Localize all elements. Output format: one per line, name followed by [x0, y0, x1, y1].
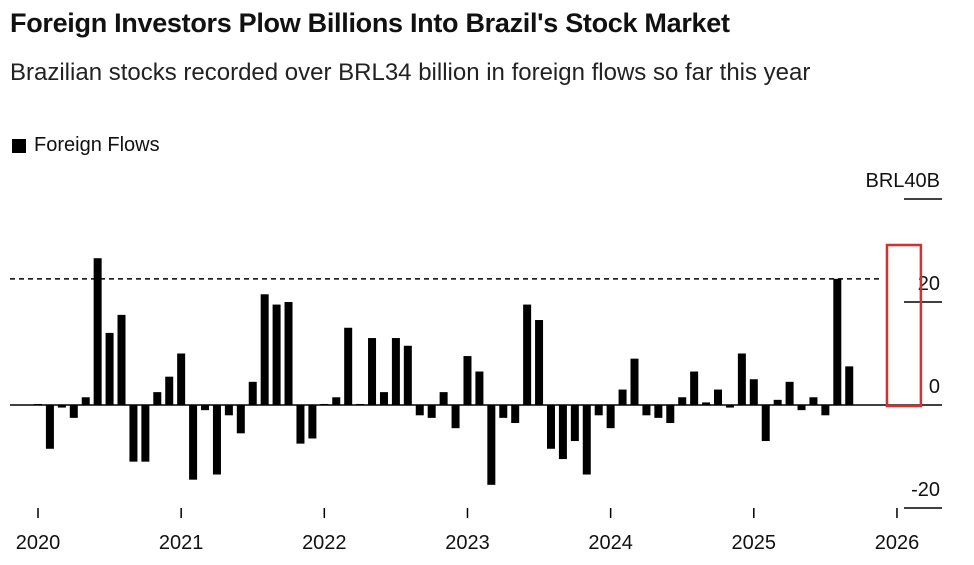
bar: [654, 405, 663, 418]
x-tick-label: 2024: [588, 532, 633, 554]
bar: [379, 392, 388, 405]
bar: [737, 353, 746, 405]
bar: [320, 403, 329, 405]
bar: [356, 403, 365, 405]
bar: [523, 304, 532, 405]
bar: [618, 389, 627, 405]
bar: [570, 405, 579, 442]
bar: [212, 405, 221, 475]
y-tick-label: 0: [929, 376, 940, 398]
chart-title: Foreign Investors Plow Billions Into Bra…: [10, 8, 730, 38]
bar: [785, 381, 794, 405]
bar: [117, 314, 126, 405]
x-tick-label: 2021: [159, 532, 204, 554]
bar: [845, 366, 854, 405]
bar: [129, 405, 138, 462]
bar: [463, 356, 472, 405]
bar: [582, 405, 591, 475]
bar: [165, 376, 174, 405]
bar: [34, 403, 42, 405]
legend-swatch: [12, 138, 26, 153]
legend: Foreign Flows: [12, 134, 160, 157]
bar: [511, 405, 520, 424]
bar: [248, 381, 257, 405]
bar: [177, 353, 186, 405]
bar: [546, 405, 555, 449]
bar: [81, 397, 90, 405]
bar: [666, 405, 675, 424]
bar: [45, 405, 54, 449]
y-tick-label: -20: [911, 479, 940, 501]
bar: [725, 405, 734, 408]
bar: [606, 405, 615, 429]
legend-label: Foreign Flows: [34, 134, 160, 156]
bar: [105, 332, 114, 405]
bar: [427, 405, 436, 418]
x-tick-label: 2022: [302, 532, 347, 554]
bar: [415, 405, 424, 416]
y-tick-label: 20: [918, 273, 940, 295]
bar: [690, 371, 699, 405]
bar: [797, 405, 806, 411]
bar: [714, 389, 723, 405]
y-tick-label: BRL40B: [866, 170, 941, 192]
bar: [451, 405, 460, 429]
bar: [332, 397, 341, 405]
bar: [558, 405, 567, 460]
bar: [260, 294, 269, 405]
bar: [702, 402, 711, 405]
bar: [678, 397, 687, 405]
bar: [391, 338, 400, 405]
bar: [499, 405, 508, 418]
bar: [475, 371, 484, 405]
bar: [749, 379, 758, 405]
chart-subtitle: Brazilian stocks recorded over BRL34 bil…: [10, 59, 811, 86]
bar: [284, 302, 293, 405]
bar: [69, 405, 78, 418]
bar: [93, 258, 102, 405]
bar: [296, 405, 305, 444]
bar: [594, 405, 603, 416]
bar: [224, 405, 233, 416]
bar: [439, 392, 448, 405]
bar: [773, 399, 782, 405]
bar: [487, 405, 496, 485]
bar: [308, 405, 317, 439]
bar: [153, 392, 162, 405]
x-tick-label: 2020: [16, 532, 61, 554]
bar: [535, 320, 544, 405]
bar: [368, 338, 377, 405]
x-tick-label: 2026: [875, 532, 920, 554]
bar: [821, 405, 830, 416]
bar: [272, 304, 281, 405]
bar: [642, 405, 651, 416]
bar: [236, 405, 245, 434]
bar: [344, 327, 353, 405]
bar: [57, 405, 66, 408]
x-tick-label: 2023: [445, 532, 490, 554]
bar: [761, 405, 770, 442]
bar: [833, 278, 842, 405]
bar: [630, 358, 639, 405]
highlight-box: [885, 243, 923, 408]
bar: [189, 405, 198, 480]
x-tick-label: 2025: [732, 532, 777, 554]
bar: [141, 405, 150, 462]
bar: [201, 405, 210, 411]
bar: [403, 345, 412, 405]
bar: [809, 397, 818, 405]
